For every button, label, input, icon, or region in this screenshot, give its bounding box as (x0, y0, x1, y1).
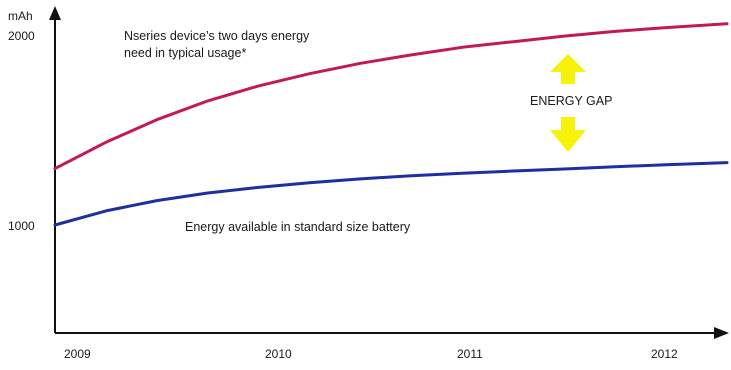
y-tick-label-1000: 1000 (8, 219, 35, 233)
x-tick-label-2012: 2012 (651, 347, 678, 361)
y-tick-label-2000: 2000 (8, 29, 35, 43)
x-tick-label-2009: 2009 (64, 347, 91, 361)
series-line-1 (53, 161, 729, 227)
top-line-annotation-1: Nseries device’s two days energy (124, 29, 310, 43)
y-axis-unit-label: mAh (8, 9, 33, 23)
top-line-annotation-2: need in typical usage* (124, 46, 246, 60)
x-tick-label-2011: 2011 (457, 347, 483, 361)
x-tick-label-2010: 2010 (265, 347, 292, 361)
series-layer (53, 22, 729, 227)
energy-gap-indicator: ENERGY GAP (530, 54, 612, 152)
energy-gap-label: ENERGY GAP (530, 94, 612, 108)
series-line-0 (53, 22, 729, 171)
down-arrow-icon (550, 117, 586, 152)
bottom-line-annotation: Energy available in standard size batter… (185, 220, 411, 234)
axes (49, 6, 729, 339)
x-axis-arrowhead (714, 327, 729, 339)
up-arrow-icon (550, 54, 586, 84)
y-axis-arrowhead (49, 6, 61, 20)
